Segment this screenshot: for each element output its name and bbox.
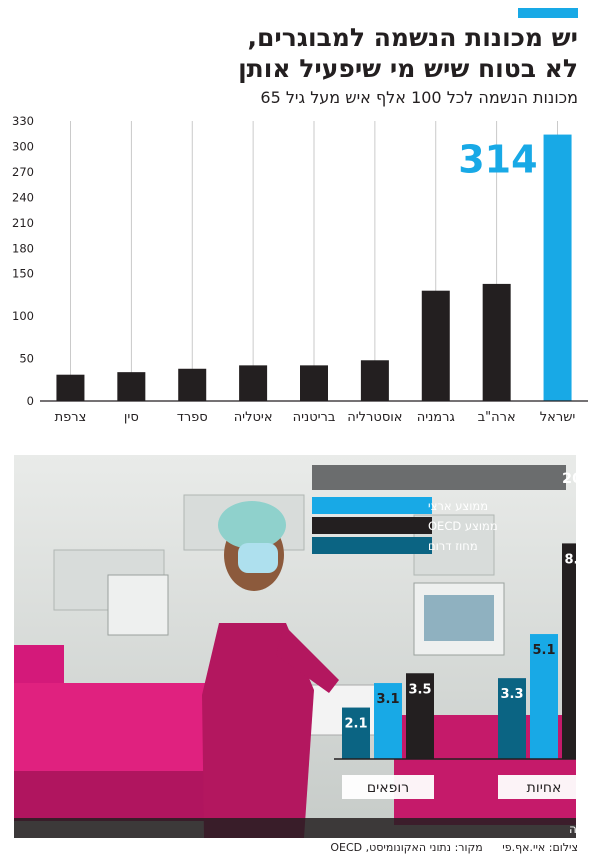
y-tick-label: 100 [12, 309, 34, 323]
chart-title-bg [312, 465, 566, 490]
y-tick-label: 240 [12, 190, 34, 204]
photo-panel: רופאים ואחיות לאלף איש, ב־2019 ממוצע ארצי… [14, 455, 576, 838]
doctors-nurses-chart: רופאים ואחיות לאלף איש, ב־2019 ממוצע ארצי… [14, 455, 576, 838]
page-title: יש מכונות הנשמה למבוגרים, לא בטוח שיש מי… [18, 22, 578, 84]
legend-swatch [312, 497, 432, 514]
bed-main [14, 683, 214, 773]
x-tick-label: ספרד [177, 410, 208, 425]
bar [178, 368, 207, 401]
group-nurses-label: אחיות [527, 780, 562, 796]
x-tick-label: סין [124, 410, 139, 425]
ventilators-chart: 0 50 100 150 180 210 240 270 300 330 ישראל 314 ארה"ב… [12, 114, 588, 425]
nurse-mask [238, 543, 278, 573]
ventilator-display [424, 595, 494, 641]
y-tick-label: 0 [27, 394, 34, 408]
photo-caption-bg [14, 818, 576, 838]
source-credit: מקור: נתוני האקונומיסט, OECD [330, 841, 483, 854]
group-nurses-label-bg [498, 775, 576, 799]
bar [56, 374, 85, 401]
ventilator-left [107, 574, 169, 636]
photo-credit: צילום: איי.אף.פי [502, 841, 578, 854]
bar [342, 707, 370, 759]
group-doctors-label: רופאים [367, 780, 409, 796]
y-tick-label: 270 [12, 165, 34, 179]
grid-group [70, 121, 558, 401]
bar-value-label: 2.1 [344, 717, 367, 732]
y-tick-label: 50 [19, 352, 34, 366]
bar [482, 283, 511, 401]
bar [360, 360, 389, 401]
legend-label: ממוצע ארצי [428, 499, 488, 513]
x-tick-label: ארה"ב [478, 410, 516, 425]
bar [300, 365, 328, 401]
photo-illustration [14, 455, 576, 838]
y-tick-label: 150 [12, 267, 34, 281]
bar-value-label: 3.1 [376, 692, 399, 707]
legend-label: ממוצע OECD [428, 519, 498, 533]
bar [406, 673, 434, 759]
bar-value-label: 5.1 [532, 643, 555, 658]
bar [239, 365, 268, 401]
legend-swatch [312, 537, 432, 554]
y-tick-label: 300 [12, 139, 34, 153]
bar [421, 290, 450, 401]
x-tick-label: צרפת [55, 410, 87, 425]
bed-front [14, 771, 224, 821]
photo-caption: מכונות הנשמה בבית חולים בהודו שנערך לחול… [569, 822, 576, 836]
y-tick-label: 180 [12, 241, 34, 255]
y-tick-label: 210 [12, 216, 34, 230]
x-tick-label: גרמניה [417, 410, 455, 425]
x-tick-label: איטליה [234, 410, 273, 425]
group-doctors-label-bg [342, 775, 434, 799]
bar [562, 543, 576, 759]
bar [117, 372, 146, 401]
bar [543, 134, 572, 402]
chart-title: רופאים ואחיות לאלף איש, ב־2019 [562, 471, 576, 487]
bar-value-label: 3.5 [408, 682, 431, 697]
nurse-arm [276, 625, 339, 693]
x-tick-label: אוסטרליה [347, 410, 402, 425]
nurse-cap [218, 501, 286, 549]
nurse-body [202, 623, 314, 838]
y-tick-label: 330 [12, 114, 34, 128]
title-line-1: יש מכונות הנשמה למבוגרים, [247, 23, 578, 52]
bar [498, 678, 526, 759]
title-line-2: לא בטוח שיש מי שיפעיל אותן [238, 54, 578, 83]
bar-value-label: 3.3 [500, 687, 523, 702]
subtitle: מכונות הנשמה לכל 100 אלף איש מעל גיל 65 [260, 88, 578, 107]
legend-label: מחוז דרום [428, 539, 478, 553]
bar [374, 683, 402, 759]
bar-value-label: 8.8 [564, 552, 576, 567]
x-tick-label: בריטניה [293, 410, 336, 425]
accent-bar [518, 8, 578, 18]
bed-left [14, 645, 64, 685]
x-tick-label: ישראל [540, 410, 576, 425]
highlight-value-label: 314 [458, 138, 537, 182]
footer-credits: צילום: איי.אף.פי מקור: נתוני האקונומיסט,… [13, 841, 578, 855]
legend-swatch [312, 517, 432, 534]
bar [530, 634, 558, 759]
